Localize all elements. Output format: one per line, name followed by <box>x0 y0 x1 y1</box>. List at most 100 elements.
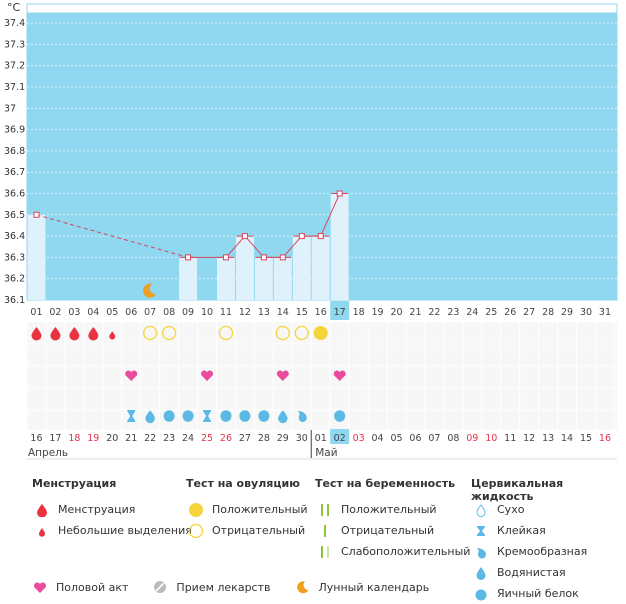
legend-label: Положительный <box>341 503 437 516</box>
egg-white-drop-icon <box>220 410 232 422</box>
legend-item-sticky: Клейкая <box>471 520 626 541</box>
legend-label: Менструация <box>58 503 136 516</box>
ovulation-negative-icon <box>275 325 290 341</box>
watery-drop-icon <box>145 410 155 424</box>
temperature-line-segment <box>244 235 265 258</box>
y-tick-label: 36.5 <box>4 210 25 221</box>
temperature-line-segment <box>320 193 341 237</box>
cycle-day-label: 10 <box>201 307 213 318</box>
cycle-day-label: 15 <box>296 307 308 318</box>
legend-item-pregnancy-weak: Слабоположительный <box>315 541 470 562</box>
legend-item-egg-white: Яичный белок <box>471 583 626 604</box>
y-tick-label: 37.1 <box>4 82 25 93</box>
cycle-day-label: 04 <box>87 307 99 318</box>
egg-white-drop-icon <box>471 587 491 601</box>
legend-label: Кремообразная <box>497 545 588 558</box>
legend-label: Отрицательный <box>212 524 306 537</box>
legend-item-menstruation: Менструация <box>32 499 192 520</box>
legend-item-pregnancy-positive: Положительный <box>315 499 470 520</box>
filled-circle-icon <box>186 502 206 518</box>
y-tick-label: 36.9 <box>4 125 25 136</box>
cycle-day-label: 28 <box>542 307 554 318</box>
legend-title-pregnancy: Тест на беременность <box>315 477 456 490</box>
ovulation-negative-icon <box>218 325 234 341</box>
month-label-april: Апрель <box>28 447 68 459</box>
egg-white-drop-icon <box>182 410 194 422</box>
calendar-date-label: 21 <box>125 433 137 444</box>
legend-label: Яичный белок <box>497 587 579 600</box>
single-line-icon <box>315 524 335 538</box>
legend-label: Половой акт <box>56 580 129 594</box>
legend-label: Прием лекарств <box>176 580 271 594</box>
calendar-date-label: 15 <box>580 433 592 444</box>
y-tick-label: 36.6 <box>4 189 25 200</box>
cycle-day-label: 07 <box>144 307 156 318</box>
month-label-may: Май <box>315 447 337 459</box>
legend-label: Водянистая <box>497 566 566 579</box>
cycle-day-label: 30 <box>580 307 592 318</box>
legend-label: Лунный календарь <box>318 580 430 594</box>
legend: Менструация Менструация Небольшие выделе… <box>0 477 626 600</box>
cycle-day-label: 19 <box>372 307 384 318</box>
y-tick-label: 36.1 <box>4 295 25 306</box>
temperature-bar <box>273 257 292 300</box>
temperature-chart: 37.4 37.3 37.2 37.1 37 36.9 36.8 36.7 36.6 36.5 36… <box>4 1 618 460</box>
cycle-day-label: 20 <box>390 307 402 318</box>
temperature-bar <box>217 257 235 300</box>
legend-item-moon: Лунный календарь <box>293 580 430 594</box>
current-date-highlight <box>330 429 350 444</box>
temperature-point <box>336 190 343 197</box>
legend-item-creamy: Кремообразная <box>471 541 626 562</box>
cycle-day-label: 18 <box>353 307 365 318</box>
heart-icon <box>276 370 289 381</box>
blood-drop-icon <box>69 327 80 341</box>
creamy-drop-icon <box>297 411 307 422</box>
cycle-day-label: 01 <box>30 307 42 318</box>
ovulation-negative-icon <box>294 325 309 341</box>
cycle-day-label: 23 <box>447 307 459 318</box>
calendar-date-label: 27 <box>239 433 251 444</box>
double-line-icon <box>315 503 335 517</box>
blood-drop-icon <box>32 503 52 517</box>
calendar-date-label: 22 <box>144 433 156 444</box>
egg-white-drop-icon <box>334 410 346 422</box>
egg-white-drop-icon <box>258 410 270 422</box>
temperature-line-segment <box>282 235 303 258</box>
unit-label: °C <box>7 1 21 14</box>
temperature-point <box>33 211 40 218</box>
cycle-day-label: 08 <box>163 307 175 318</box>
heart-icon <box>125 370 138 381</box>
y-tick-label: 36.4 <box>4 231 25 242</box>
legend-title-ovulation: Тест на овуляцию <box>186 477 300 490</box>
y-tick-label: 36.7 <box>4 167 25 178</box>
calendar-date-label: 18 <box>68 433 80 444</box>
y-tick-label: 37.3 <box>4 39 25 50</box>
temperature-line-segment <box>36 214 189 258</box>
calendar-date-label: 08 <box>447 433 459 444</box>
ovulation-negative-icon <box>143 325 158 341</box>
calendar-date-label: 05 <box>390 433 402 444</box>
calendar-date-label: 25 <box>201 433 213 444</box>
legend-fluid: Цервикальная жидкость Сухо Клейкая Кремо… <box>471 477 626 604</box>
small-blood-drop-icon <box>32 524 52 538</box>
legend-pregnancy: Тест на беременность Положительный Отриц… <box>315 477 470 562</box>
y-tick-label: 37.4 <box>4 18 25 29</box>
calendar-date-label: 10 <box>485 433 497 444</box>
calendar-date-label: 17 <box>49 433 61 444</box>
cycle-day-label: 05 <box>106 307 118 318</box>
calendar-date-label: 04 <box>372 433 384 444</box>
temperature-bar <box>292 236 311 300</box>
legend-item-medication: Прием лекарств <box>150 580 271 594</box>
temperature-line-segment <box>225 235 246 258</box>
temperature-point <box>260 254 267 261</box>
temperature-point <box>222 254 229 261</box>
cycle-day-label: 11 <box>220 307 232 318</box>
cycle-day-label: 09 <box>182 307 194 318</box>
legend-label: Клейкая <box>497 524 546 537</box>
heart-icon <box>201 370 214 381</box>
calendar-date-label: 13 <box>542 433 554 444</box>
egg-white-drop-icon <box>163 410 175 422</box>
y-tick-label: 36.2 <box>4 274 25 285</box>
temperature-bar <box>330 193 349 300</box>
cycle-day-label: 17 <box>334 307 346 318</box>
